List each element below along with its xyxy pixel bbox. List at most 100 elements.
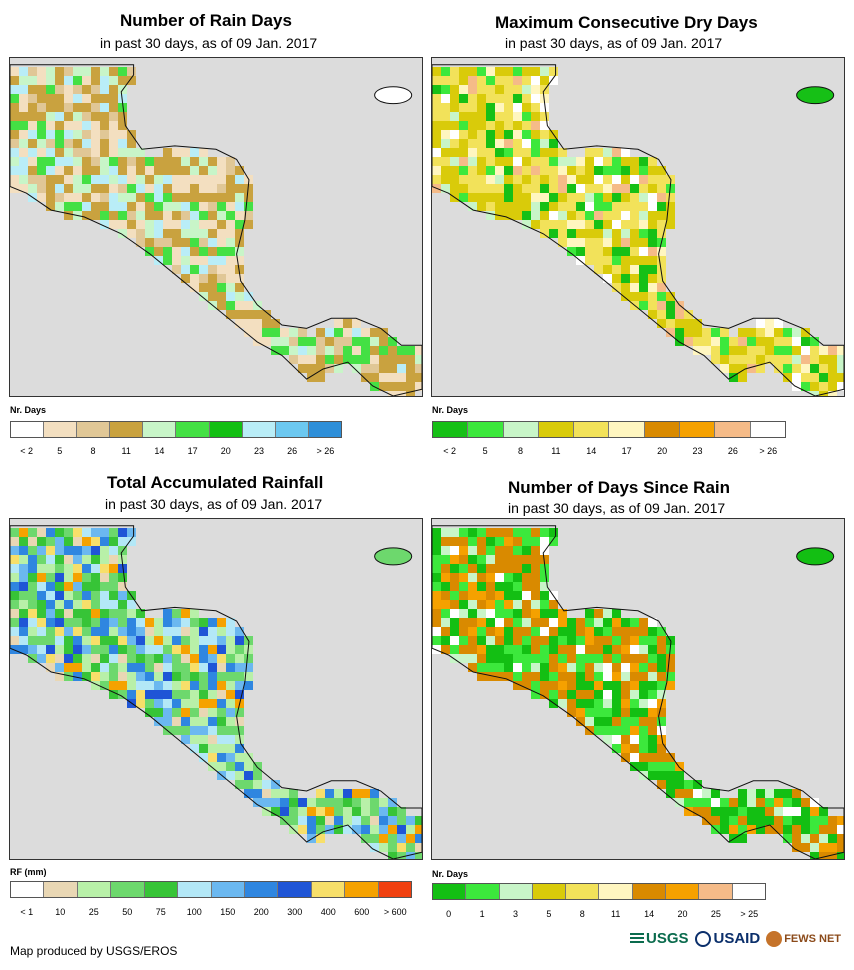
map-pixel — [522, 573, 531, 582]
map-pixel — [298, 807, 307, 816]
map-pixel — [747, 816, 756, 825]
map-pixel — [217, 735, 226, 744]
map-pixel — [397, 843, 406, 852]
map-pixel — [226, 265, 235, 274]
map-pixel — [19, 636, 28, 645]
map-pixel — [82, 139, 91, 148]
map-pixel — [432, 609, 441, 618]
map-pixel — [190, 618, 199, 627]
map-pixel — [594, 175, 603, 184]
map-pixel — [55, 591, 64, 600]
map-pixel — [100, 166, 109, 175]
map-pixel — [127, 681, 136, 690]
map-pixel — [747, 798, 756, 807]
map-pixel — [594, 645, 603, 654]
map-pixel — [468, 139, 477, 148]
map-pixel — [82, 627, 91, 636]
map-pixel — [145, 645, 154, 654]
map-pixel — [792, 843, 801, 852]
map-pixel — [100, 627, 109, 636]
map-pixel — [235, 247, 244, 256]
map-pixel — [109, 112, 118, 121]
map-pixel — [298, 364, 307, 373]
map-pixel — [558, 211, 567, 220]
map-pixel — [64, 528, 73, 537]
map-pixel — [10, 636, 19, 645]
map-pixel — [82, 654, 91, 663]
map-pixel — [549, 220, 558, 229]
map-pixel — [477, 121, 486, 130]
map-pixel — [540, 76, 549, 85]
map-pixel — [648, 618, 657, 627]
map-pixel — [819, 346, 828, 355]
map-pixel — [136, 211, 145, 220]
map-pixel — [585, 220, 594, 229]
map-pixel — [118, 175, 127, 184]
map-pixel — [316, 834, 325, 843]
map-pixel — [819, 843, 828, 852]
map-pixel — [172, 166, 181, 175]
map-pixel — [486, 672, 495, 681]
map-pixel — [756, 328, 765, 337]
island-jamaica — [374, 547, 413, 566]
map-pixel — [208, 663, 217, 672]
map-pixel — [181, 618, 190, 627]
map-pixel — [388, 382, 397, 391]
map-pixel — [549, 681, 558, 690]
map-pixel — [666, 681, 675, 690]
map-pixel — [450, 600, 459, 609]
map-pixel — [199, 636, 208, 645]
map-pixel — [513, 654, 522, 663]
legend-tick-label: 26 — [727, 446, 738, 456]
map-pixel — [603, 627, 612, 636]
map-pixel — [603, 157, 612, 166]
map-canvas — [432, 64, 844, 396]
map-pixel — [226, 753, 235, 762]
map-pixel — [226, 229, 235, 238]
map-pixel — [163, 256, 172, 265]
map-pixel — [495, 85, 504, 94]
map-pixel — [477, 112, 486, 121]
map-pixel — [720, 346, 729, 355]
map-pixel — [774, 807, 783, 816]
map-pixel — [567, 247, 576, 256]
map-pixel — [145, 175, 154, 184]
map-pixel — [594, 211, 603, 220]
map-pixel — [729, 825, 738, 834]
map-pixel — [145, 708, 154, 717]
map-pixel — [136, 202, 145, 211]
map-pixel — [28, 184, 37, 193]
map-pixel — [91, 157, 100, 166]
map-pixel — [64, 112, 73, 121]
map-pixel — [244, 211, 253, 220]
map-pixel — [46, 618, 55, 627]
map-pixel — [100, 103, 109, 112]
map-pixel — [504, 76, 513, 85]
map-pixel — [244, 301, 253, 310]
map-pixel — [235, 636, 244, 645]
legend-tick-label: 25 — [710, 909, 721, 919]
map-pixel — [109, 672, 118, 681]
map-pixel — [522, 193, 531, 202]
map-pixel — [19, 582, 28, 591]
map-pixel — [621, 753, 630, 762]
map-pixel — [432, 139, 441, 148]
map-pixel — [450, 555, 459, 564]
map-pixel — [181, 663, 190, 672]
map-pixel — [388, 355, 397, 364]
map-pixel — [693, 337, 702, 346]
map-pixel — [594, 663, 603, 672]
map-pixel — [639, 193, 648, 202]
map-pixel — [486, 645, 495, 654]
map-pixel — [217, 292, 226, 301]
map-pixel — [540, 537, 549, 546]
map-pixel — [235, 780, 244, 789]
map-pixel — [819, 834, 828, 843]
map-pixel — [235, 274, 244, 283]
map-pixel — [450, 654, 459, 663]
map-pixel — [531, 654, 540, 663]
map-pixel — [504, 672, 513, 681]
map-pixel — [145, 627, 154, 636]
map-pixel — [666, 310, 675, 319]
map-pixel — [477, 672, 486, 681]
